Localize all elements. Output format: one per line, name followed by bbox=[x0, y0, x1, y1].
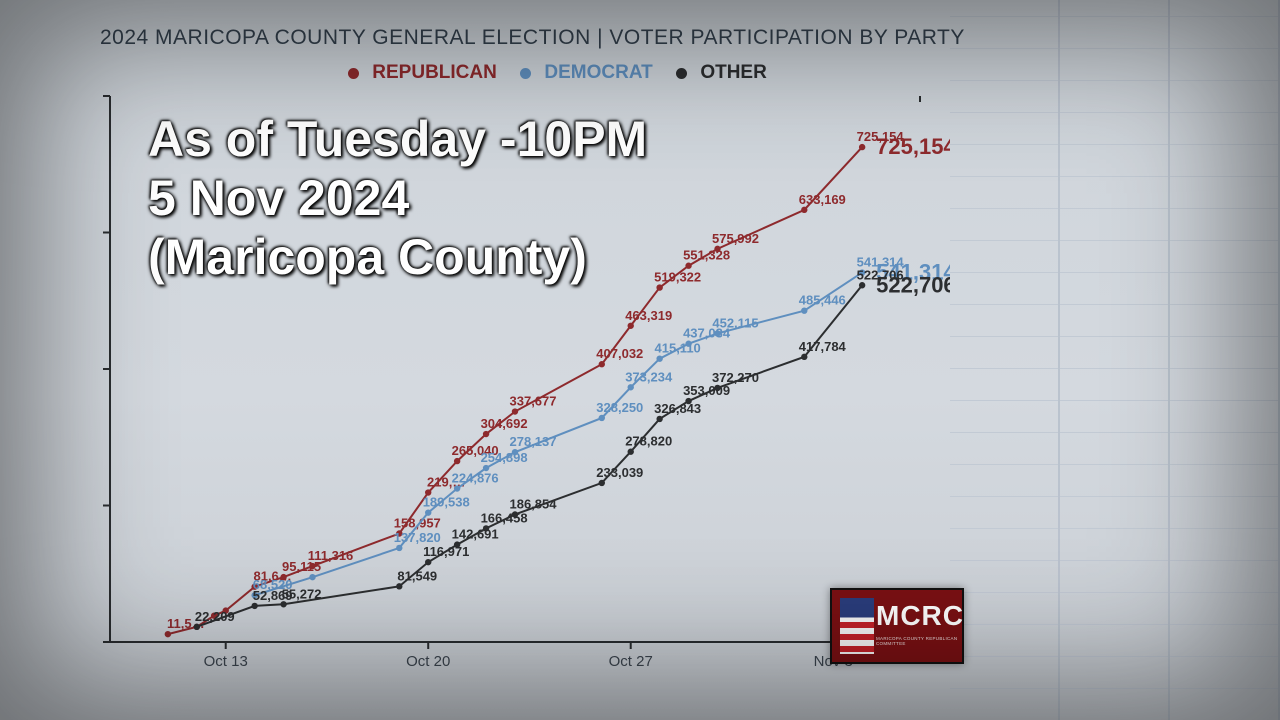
svg-text:Oct 20: Oct 20 bbox=[406, 653, 450, 670]
svg-text:407,032: 407,032 bbox=[596, 346, 643, 361]
legend-dot-republican bbox=[348, 68, 359, 79]
svg-text:463,319: 463,319 bbox=[625, 308, 672, 323]
svg-text:189,538: 189,538 bbox=[423, 495, 470, 510]
svg-text:81,549: 81,549 bbox=[397, 568, 437, 583]
background-spreadsheet bbox=[950, 0, 1280, 720]
overlay-line-2: 5 Nov 2024 bbox=[148, 169, 647, 228]
svg-text:519,322: 519,322 bbox=[654, 270, 701, 285]
svg-text:158,957: 158,957 bbox=[394, 516, 441, 531]
svg-text:278,820: 278,820 bbox=[625, 434, 672, 449]
svg-text:233,039: 233,039 bbox=[596, 465, 643, 480]
legend-dot-other bbox=[676, 68, 687, 79]
svg-text:326,843: 326,843 bbox=[654, 401, 701, 416]
svg-text:372,270: 372,270 bbox=[712, 370, 759, 385]
svg-text:55,272: 55,272 bbox=[282, 586, 322, 601]
overlay-line-3: (Maricopa County) bbox=[148, 228, 647, 287]
overlay-caption: As of Tuesday -10PM 5 Nov 2024 (Maricopa… bbox=[148, 110, 647, 287]
logo-subtext: MARICOPA COUNTY REPUBLICAN COMMITTEE bbox=[876, 636, 962, 646]
svg-text:485,446: 485,446 bbox=[799, 293, 846, 308]
svg-text:452,115: 452,115 bbox=[712, 315, 758, 330]
svg-text:417,784: 417,784 bbox=[799, 339, 847, 354]
svg-text:353,009: 353,009 bbox=[683, 383, 730, 398]
svg-text:725,154: 725,154 bbox=[876, 134, 950, 159]
logo-text: MCRC bbox=[876, 600, 964, 632]
svg-text:278,137: 278,137 bbox=[510, 434, 557, 449]
svg-text:551,328: 551,328 bbox=[683, 248, 730, 263]
svg-text:522,706: 522,706 bbox=[876, 272, 950, 297]
svg-text:142,691: 142,691 bbox=[452, 527, 499, 542]
svg-text:633,169: 633,169 bbox=[799, 192, 846, 207]
svg-text:337,677: 337,677 bbox=[510, 394, 557, 409]
svg-text:224,876: 224,876 bbox=[452, 471, 499, 486]
svg-text:111,316: 111,316 bbox=[308, 548, 354, 563]
svg-text:166,458: 166,458 bbox=[481, 510, 528, 525]
svg-text:Oct 27: Oct 27 bbox=[609, 653, 653, 670]
svg-text:137,820: 137,820 bbox=[394, 530, 441, 545]
svg-text:116,971: 116,971 bbox=[423, 544, 469, 559]
screenshot-stage: 2024 MARICOPA COUNTY GENERAL ELECTION | … bbox=[0, 0, 1280, 720]
overlay-line-1: As of Tuesday -10PM bbox=[148, 110, 647, 169]
logo-flag-icon bbox=[840, 598, 874, 654]
svg-text:304,692: 304,692 bbox=[481, 416, 528, 431]
svg-text:254,898: 254,898 bbox=[481, 450, 528, 465]
mcrc-logo: MCRC MARICOPA COUNTY REPUBLICAN COMMITTE… bbox=[830, 588, 964, 664]
svg-text:Oct 13: Oct 13 bbox=[204, 653, 248, 670]
chart-title: 2024 MARICOPA COUNTY GENERAL ELECTION | … bbox=[100, 26, 965, 50]
svg-text:328,250: 328,250 bbox=[596, 400, 643, 415]
legend-label-other: OTHER bbox=[700, 62, 767, 83]
chart-legend: REPUBLICAN DEMOCRAT OTHER bbox=[330, 62, 767, 84]
legend-label-democrat: DEMOCRAT bbox=[544, 62, 652, 83]
svg-text:415,110: 415,110 bbox=[655, 341, 701, 356]
svg-text:575,992: 575,992 bbox=[712, 231, 759, 246]
svg-text:22,209: 22,209 bbox=[195, 609, 235, 624]
svg-text:373,234: 373,234 bbox=[625, 369, 673, 384]
legend-dot-democrat bbox=[520, 68, 531, 79]
legend-label-republican: REPUBLICAN bbox=[372, 62, 497, 83]
svg-text:186,854: 186,854 bbox=[510, 496, 558, 511]
